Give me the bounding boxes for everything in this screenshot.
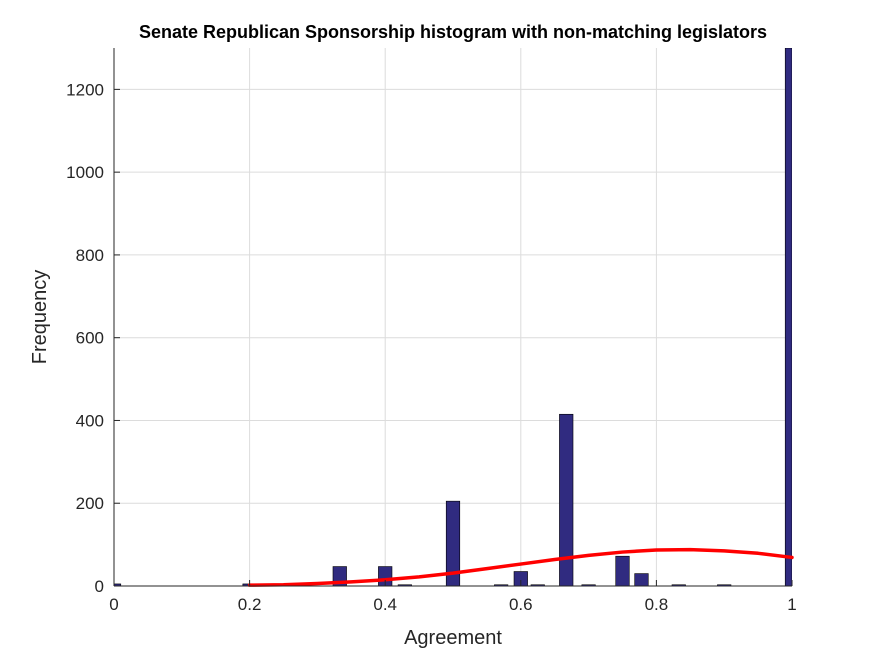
y-tick-label: 0 (95, 577, 104, 596)
histogram-bar (581, 584, 596, 586)
x-tick-label: 0.6 (509, 595, 533, 614)
histogram-bar (784, 48, 792, 586)
histogram-bar (494, 584, 509, 586)
histogram-bar (634, 573, 649, 586)
x-tick-label: 0.4 (373, 595, 397, 614)
histogram-bar (114, 583, 122, 586)
histogram-bar (397, 584, 412, 586)
y-tick-label: 1200 (66, 80, 104, 99)
y-tick-label: 1000 (66, 163, 104, 182)
fit-curve (247, 547, 794, 587)
y-tick-label: 600 (76, 329, 104, 348)
histogram-bar (615, 555, 630, 586)
histogram-bar (559, 413, 574, 586)
histogram-bar (530, 584, 545, 586)
x-tick-label: 1 (787, 595, 796, 614)
histogram-bar (671, 584, 686, 586)
plot-area: 0 0.2 0.4 0.6 0.8 1 0 200 400 600 800 1000 1200 (66, 48, 797, 614)
y-tick-label: 200 (76, 494, 104, 513)
x-axis-label: Agreement (404, 627, 502, 649)
x-tick-label: 0 (109, 595, 118, 614)
x-tick-label: 0.8 (645, 595, 669, 614)
histogram-bar (717, 584, 732, 586)
y-axis-label: Frequency (29, 270, 51, 365)
y-tick-label: 800 (76, 246, 104, 265)
y-tick-label: 400 (76, 411, 104, 430)
x-tick-label: 0.2 (238, 595, 262, 614)
chart-title: Senate Republican Sponsorship histogram … (139, 22, 767, 42)
